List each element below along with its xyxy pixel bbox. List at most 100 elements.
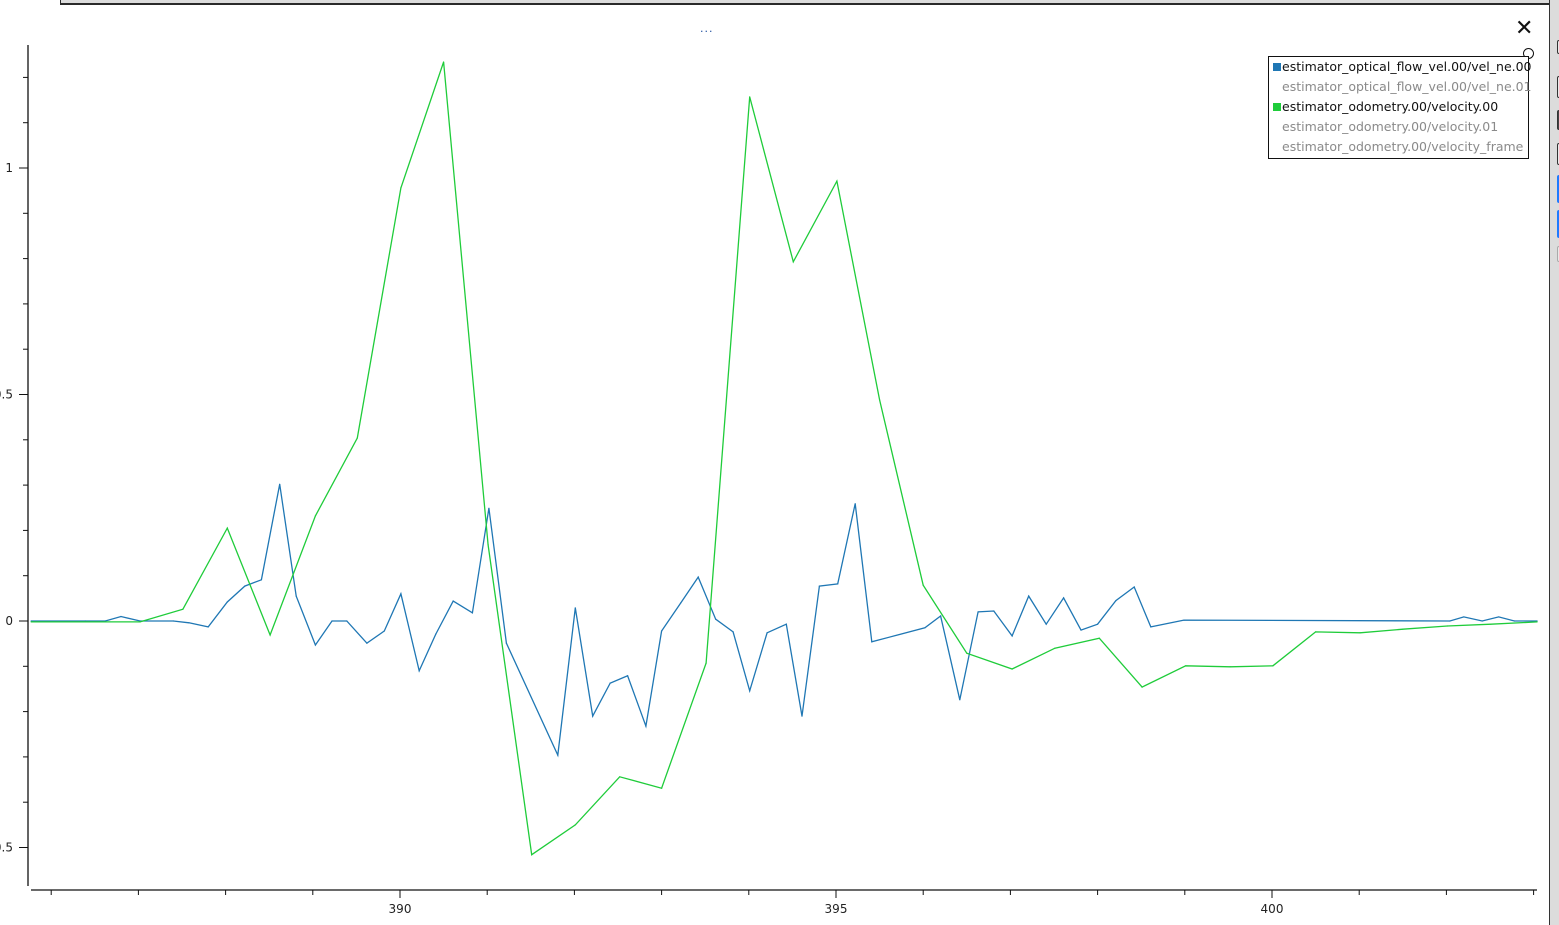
data-point: [1141, 686, 1143, 688]
y-tick-label: 0: [5, 614, 13, 628]
data-point: [314, 644, 317, 646]
data-point: [959, 699, 961, 701]
side-control[interactable]: [1557, 110, 1559, 130]
data-point: [1062, 597, 1065, 599]
data-point: [792, 261, 794, 263]
data-point: [207, 626, 209, 628]
data-point: [1513, 620, 1516, 622]
data-point: [1097, 623, 1099, 625]
data-point: [966, 652, 968, 654]
data-point: [854, 503, 856, 505]
legend-item-velocity-00[interactable]: estimator_odometry.00/velocity.00: [1273, 97, 1498, 117]
data-point: [226, 601, 228, 603]
data-point: [715, 618, 717, 620]
data-point: [871, 641, 873, 643]
data-point: [331, 620, 333, 622]
data-point: [1115, 600, 1117, 602]
side-control[interactable]: [1557, 76, 1559, 98]
data-point: [435, 633, 437, 635]
data-point: [346, 620, 348, 622]
x-tick-label: 390: [389, 902, 412, 916]
side-control[interactable]: [1557, 210, 1559, 238]
data-point: [269, 634, 271, 636]
data-point: [879, 399, 881, 401]
data-point: [418, 670, 420, 672]
data-point: [260, 579, 262, 581]
data-point: [801, 715, 803, 717]
side-control[interactable]: [1557, 40, 1559, 54]
data-point: [182, 608, 184, 610]
data-point: [226, 527, 228, 529]
data-point: [1080, 629, 1082, 631]
y-tick-label: -0.5: [0, 841, 13, 855]
legend-item-velocity-frame[interactable]: estimator_odometry.00/velocity_frame: [1282, 139, 1524, 154]
data-point: [1490, 623, 1492, 625]
legend-item-velocity-01[interactable]: estimator_odometry.00/velocity.01: [1282, 119, 1499, 134]
data-point: [139, 621, 141, 623]
data-point: [766, 632, 768, 634]
data-point: [1446, 625, 1448, 627]
y-tick-label: 1: [5, 161, 13, 175]
data-point: [1536, 621, 1538, 623]
data-point: [1183, 619, 1185, 621]
data-point: [505, 642, 507, 644]
data-point: [1402, 628, 1404, 630]
series-line-1: [31, 61, 1538, 856]
data-point: [172, 620, 174, 622]
data-point: [356, 437, 358, 439]
close-icon[interactable]: ✕: [1515, 16, 1534, 41]
data-point: [1185, 665, 1187, 667]
data-point: [1498, 616, 1500, 618]
data-point: [487, 544, 489, 546]
data-point: [732, 631, 734, 633]
data-point: [837, 583, 839, 585]
data-point: [749, 690, 751, 692]
data-point: [1011, 635, 1013, 637]
window-top-bar: [60, 0, 1549, 5]
side-control[interactable]: [1557, 143, 1559, 165]
data-point: [619, 776, 621, 778]
data-point: [1011, 668, 1013, 670]
data-point: [1272, 665, 1274, 667]
data-point: [697, 576, 699, 578]
data-point: [749, 96, 751, 98]
data-point: [488, 507, 490, 509]
side-control[interactable]: [1557, 175, 1559, 203]
data-point: [383, 630, 385, 632]
data-point: [836, 180, 838, 182]
data-point: [818, 585, 821, 587]
data-point: [785, 623, 787, 625]
data-point: [574, 824, 576, 826]
legend-item-vel-ne-01[interactable]: estimator_optical_flow_vel.00/vel_ne.01: [1282, 79, 1532, 94]
side-panel-edge: [1549, 0, 1559, 925]
data-point: [922, 584, 924, 586]
data-point: [661, 787, 663, 789]
data-point: [400, 593, 402, 595]
data-point: [1098, 637, 1100, 639]
x-tick-label: 400: [1261, 902, 1284, 916]
legend: estimator_optical_flow_vel.00/vel_ne.00 …: [1268, 56, 1532, 159]
data-point: [400, 187, 402, 189]
data-point: [680, 602, 682, 604]
axes: [27, 45, 1537, 891]
data-point: [661, 630, 663, 632]
x-tick-label: 395: [825, 902, 848, 916]
data-point: [592, 715, 594, 717]
series-line-0: [31, 484, 1538, 758]
data-point: [626, 675, 629, 677]
data-point: [531, 854, 533, 856]
data-point: [1481, 620, 1483, 622]
data-point: [1229, 666, 1231, 668]
data-point: [609, 682, 611, 684]
legend-swatch: [1273, 63, 1281, 71]
data-point: [1054, 647, 1056, 649]
data-point: [188, 622, 190, 624]
data-point: [244, 585, 246, 587]
data-point: [279, 483, 281, 485]
data-point: [924, 627, 926, 629]
side-control[interactable]: [1557, 246, 1559, 262]
data-point: [443, 61, 445, 63]
legend-item-vel-ne-00[interactable]: estimator_optical_flow_vel.00/vel_ne.00: [1273, 57, 1532, 77]
data-point: [1359, 632, 1361, 634]
